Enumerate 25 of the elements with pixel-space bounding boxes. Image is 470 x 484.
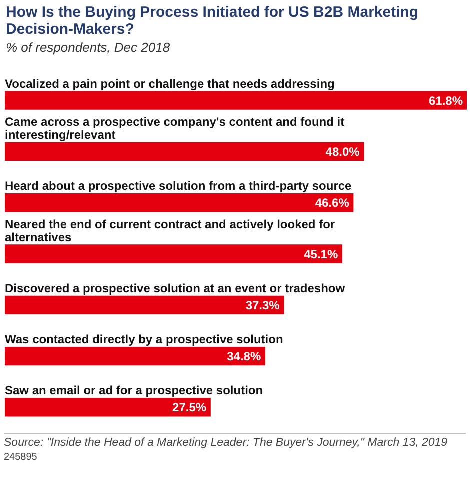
y-tick-label: Neared the end of current contract and actively looked for alternatives (5, 217, 336, 244)
y-tick-label: Was contacted directly by a prospective solution (5, 332, 284, 347)
y-tick-label: Vocalized a pain point or challenge that needs addressing (5, 76, 335, 91)
bar (5, 346, 266, 366)
data-label: 37.3% (246, 298, 280, 312)
data-label: 45.1% (304, 247, 338, 262)
y-tick-label: Saw an email or ad for a prospective solution (5, 384, 264, 398)
data-label: 61.8% (428, 94, 464, 108)
y-tick-label: Came across a prospective company's content and found it interesting/relevant (5, 115, 345, 142)
data-label: 27.5% (172, 400, 207, 415)
chart-title: How Is the Buying Process Initiated for US B2B Marketing Decision-Makers? (5, 3, 420, 38)
data-label: 48.0% (326, 145, 360, 160)
bar (5, 244, 342, 264)
bar (5, 194, 354, 212)
data-label: 34.8% (227, 350, 262, 364)
source-note: Source: "Inside the Head of a Marketing Leader: The Buyer's Journey," March 13, 2019 (4, 437, 449, 449)
bar (5, 398, 211, 417)
text: 245895 (4, 452, 38, 463)
y-tick-label: Discovered a prospective solution at an event or tradeshow (5, 281, 346, 296)
bar (5, 296, 284, 314)
bar (5, 91, 467, 110)
y-tick-label: Heard about a prospective solution from a third-party source (5, 179, 352, 194)
bar (5, 142, 364, 162)
chart-subtitle: % of respondents, Dec 2018 (5, 39, 172, 55)
data-label: 46.6% (315, 196, 350, 210)
